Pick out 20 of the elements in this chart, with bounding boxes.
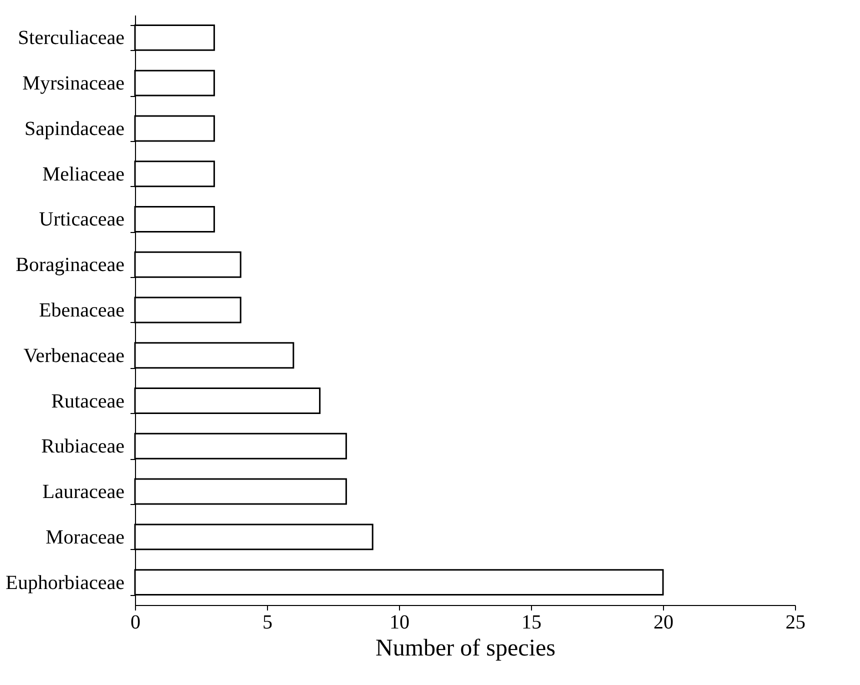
y-tick-label: Urticaceae (39, 208, 125, 231)
y-tick-label: Sapindaceae (24, 118, 125, 140)
y-tick-label: Meliaceae (42, 163, 125, 186)
x-tick-label: 15 (522, 612, 542, 634)
y-tick-label: Myrsinaceae (22, 72, 125, 95)
x-tick-label: 20 (654, 612, 674, 634)
y-tick-label: Verbenaceae (23, 344, 125, 367)
x-tick-label: 0 (130, 612, 140, 634)
x-tick-label: 10 (390, 612, 410, 634)
x-tick-label: 25 (786, 612, 806, 634)
x-axis-title: Number of species (376, 636, 556, 662)
y-tick-label: Lauraceae (42, 481, 125, 504)
y-tick-label: Ebenaceae (39, 300, 125, 322)
x-tick-label: 5 (262, 612, 272, 634)
y-tick-label: Rubiaceae (41, 436, 125, 458)
y-tick-label: Euphorbiaceae (6, 572, 125, 594)
y-tick-label: Sterculiaceae (18, 27, 125, 50)
y-tick-label: Moraceae (46, 526, 125, 548)
y-tick-label: Boraginaceae (16, 254, 125, 276)
y-tick-label: Rutaceae (51, 390, 125, 412)
